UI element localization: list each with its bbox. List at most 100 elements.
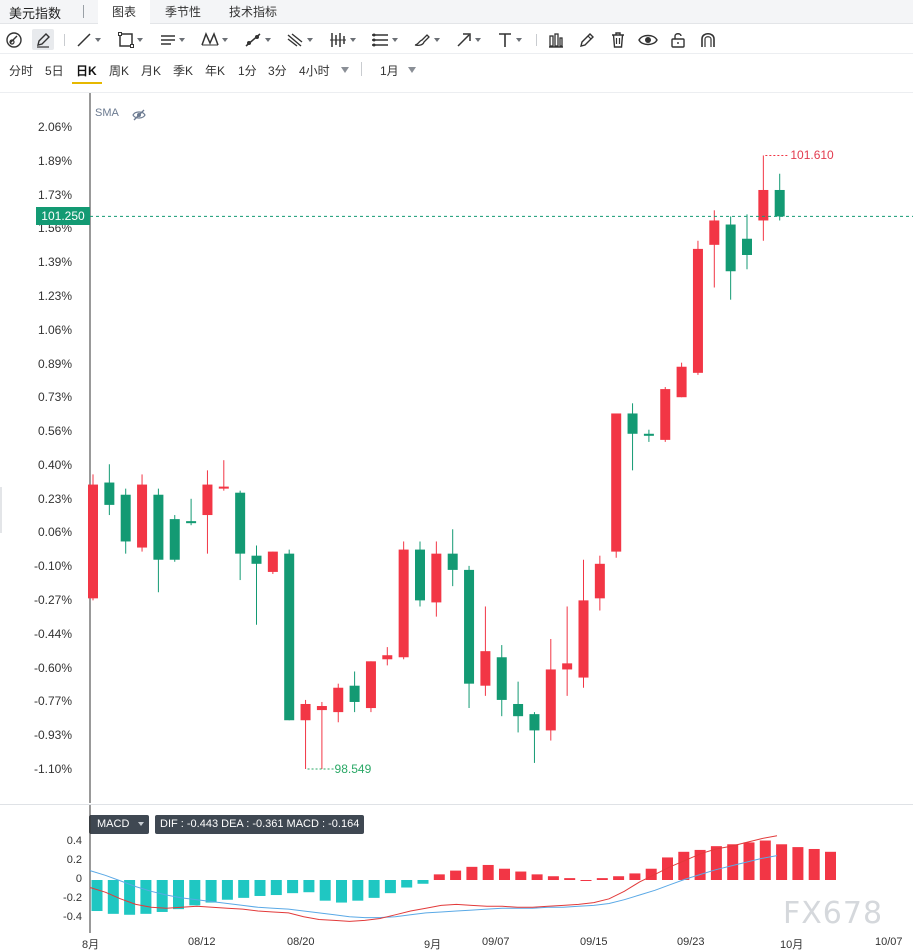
candle [660, 387, 671, 442]
time-axis-label: 10月 [780, 939, 804, 951]
candle [88, 474, 98, 601]
time-axis-label: 8月 [82, 939, 100, 951]
candle [202, 470, 213, 554]
brush-icon[interactable] [412, 29, 440, 50]
macd-histogram-bar [368, 880, 380, 898]
y-axis-tick-label: -0.44% [33, 626, 72, 641]
macd-panel[interactable]: MACD DIF : -0.443 DEA : -0.361 MACD : -0… [0, 804, 913, 933]
candle-body [742, 238, 752, 255]
y-axis-tick-label: 1.23% [37, 288, 72, 303]
macd-histogram-bar [792, 847, 804, 880]
period-4hour[interactable]: 4小时 [299, 64, 330, 78]
time-axis-label: 08/20 [287, 936, 315, 948]
period-weekly[interactable]: 周K [109, 64, 130, 78]
range-selector[interactable]: 1月 [380, 64, 399, 78]
tab-seasonality[interactable]: 季节性 [165, 5, 202, 19]
text-icon[interactable] [496, 29, 522, 50]
y-axis-tick-label: 1.39% [37, 255, 72, 270]
eye-icon[interactable] [638, 29, 658, 50]
y-axis-tick-label: 0.89% [37, 356, 72, 371]
drawing-toolbar [0, 25, 913, 54]
magnet-u-icon[interactable] [699, 29, 717, 50]
period-monthly[interactable]: 月K [141, 64, 162, 78]
candle [692, 240, 703, 375]
y-axis-tick-label: 0.73% [37, 390, 72, 405]
period-5day[interactable]: 5日 [45, 64, 64, 78]
macd-histogram-bar [629, 873, 641, 880]
candle-body [300, 703, 311, 721]
macd-histogram-bar [140, 880, 152, 914]
bars-icon[interactable] [328, 29, 356, 50]
macd-histogram-bar [91, 880, 103, 912]
pen-icon[interactable] [578, 29, 596, 50]
trash-icon[interactable] [609, 29, 627, 50]
candle-body [627, 413, 638, 434]
candle-body [382, 655, 393, 660]
time-axis-label: 09/07 [482, 936, 510, 948]
candle [709, 210, 720, 288]
macd-histogram-bar [156, 880, 168, 912]
macd-histogram-bar [254, 880, 266, 896]
macd-indicator-selector[interactable]: MACD [89, 815, 149, 834]
period-1min[interactable]: 1分 [238, 64, 257, 78]
period-more-caret[interactable] [341, 67, 349, 73]
candle-body [267, 551, 278, 572]
period-yearly[interactable]: 年K [205, 64, 226, 78]
sma-indicator-label[interactable]: SMA [95, 107, 119, 119]
candle [284, 549, 295, 721]
pencil-edit-icon[interactable] [32, 29, 54, 50]
candle-body [316, 706, 327, 711]
candle [169, 515, 180, 562]
macd-histogram-bar [482, 864, 494, 880]
crosshair-measure-icon[interactable] [243, 29, 271, 50]
period-daily[interactable]: 日K [76, 64, 97, 78]
lock-icon[interactable] [669, 29, 687, 50]
macd-histogram-bar [352, 880, 364, 901]
candle [382, 647, 393, 666]
toolbar-separator [64, 34, 65, 46]
fib-icon[interactable] [370, 29, 398, 50]
time-axis-label: 10/07 [875, 936, 903, 948]
candle-body [611, 413, 622, 552]
candle-body [529, 714, 540, 731]
candle-body [758, 189, 769, 221]
macd-histogram-bar [221, 880, 233, 900]
macd-histogram-bar [124, 880, 136, 915]
candle [627, 403, 638, 471]
macd-histogram-bar [417, 880, 429, 884]
trend-line-icon[interactable] [75, 29, 101, 50]
candle-body [202, 484, 213, 516]
range-caret[interactable] [408, 67, 416, 73]
period-3min[interactable]: 3分 [268, 64, 287, 78]
macd-histogram-bar [662, 857, 673, 880]
candle-body [251, 555, 262, 564]
magnet-icon[interactable] [5, 29, 23, 50]
time-axis-label: 09/23 [677, 936, 705, 948]
parallel-lines-icon[interactable] [159, 29, 185, 50]
period-quarterly[interactable]: 季K [173, 64, 194, 78]
tab-technical-indicators[interactable]: 技术指标 [229, 5, 278, 19]
macd-histogram-bar [499, 868, 510, 880]
bar-chart-icon[interactable] [547, 29, 565, 50]
candle [513, 681, 524, 733]
macd-layer [89, 805, 836, 933]
rectangle-icon[interactable] [117, 29, 143, 50]
arrow-icon[interactable] [455, 29, 481, 50]
candle [480, 606, 491, 696]
pattern-icon[interactable] [200, 29, 228, 50]
candle [333, 683, 344, 723]
candle-body [496, 657, 507, 700]
y-axis-tick-label: -0.93% [33, 728, 72, 743]
candle-body [235, 492, 246, 554]
tab-chart[interactable]: 图表 [98, 0, 151, 24]
candlestick-chart[interactable]: SMA 2.06% 1.89% 1.73% 1.56% 1.39% 1.23% 1.06% 0… [0, 92, 913, 803]
candle [758, 155, 769, 241]
candle-body [562, 663, 573, 670]
macd-histogram-bar [303, 880, 315, 893]
fork-icon[interactable] [285, 29, 313, 50]
candle-body [725, 224, 736, 272]
y-axis-tick-label: 0.56% [37, 424, 72, 439]
eye-hidden-icon[interactable] [132, 108, 146, 126]
y-axis-tick-label: 2.06% [37, 120, 72, 134]
period-intraday[interactable]: 分时 [9, 64, 34, 78]
